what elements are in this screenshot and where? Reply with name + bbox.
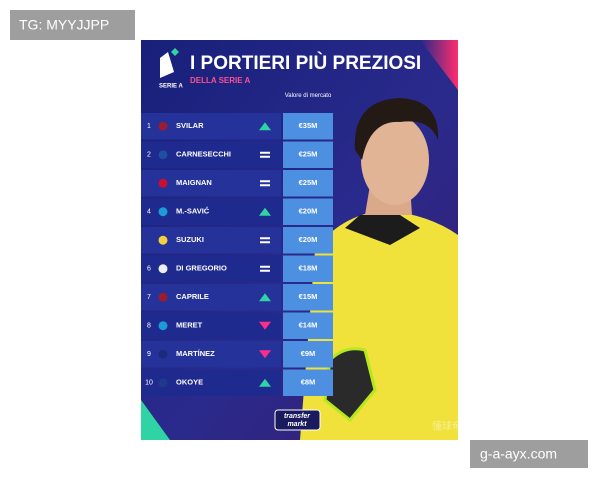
market-value: €20M bbox=[299, 235, 318, 244]
trend-down bbox=[259, 350, 271, 359]
player-name: OKOYE bbox=[176, 378, 203, 387]
value-cell bbox=[283, 170, 333, 197]
value-cell bbox=[283, 198, 333, 225]
player-face bbox=[361, 115, 429, 205]
value-cell bbox=[283, 255, 333, 282]
club-crest bbox=[158, 178, 168, 188]
market-value: €20M bbox=[299, 207, 318, 216]
club-crest bbox=[158, 292, 168, 302]
brand-top: transfer bbox=[284, 413, 311, 420]
club-crest bbox=[158, 264, 168, 274]
source-watermark: 懂球帝 bbox=[432, 420, 462, 433]
trend-same bbox=[260, 180, 270, 183]
trend-same bbox=[260, 265, 270, 268]
watermark: TG: MYYJJPP bbox=[19, 17, 109, 33]
subtitle: DELLA SERIE A bbox=[190, 76, 251, 85]
table: 1 SVILAR €35M 2 CARNESECCHI €25M MAIGNAN €25M 4 M… bbox=[141, 113, 333, 396]
value-cell bbox=[283, 113, 333, 140]
market-value: €8M bbox=[301, 378, 316, 387]
market-value: €25M bbox=[299, 178, 318, 187]
player-hair bbox=[354, 98, 439, 160]
trend-up bbox=[259, 207, 271, 216]
player-collar bbox=[345, 215, 420, 245]
rank: 4 bbox=[147, 209, 151, 216]
rank: 2 bbox=[147, 152, 151, 159]
club-crest bbox=[158, 207, 168, 217]
value-cell bbox=[283, 312, 333, 339]
serie-a-logo-dot bbox=[171, 48, 179, 56]
value-cell bbox=[283, 284, 333, 311]
accent bbox=[420, 40, 458, 90]
market-value: €9M bbox=[301, 349, 316, 358]
club-crest bbox=[158, 378, 168, 388]
accent bbox=[141, 400, 170, 440]
trend-same bbox=[260, 269, 270, 272]
trend-same bbox=[260, 155, 270, 158]
trend-same bbox=[260, 237, 270, 240]
player-name: MERET bbox=[176, 321, 203, 330]
market-value: €14M bbox=[299, 321, 318, 330]
trend-down bbox=[259, 321, 271, 330]
club-crest bbox=[158, 150, 168, 160]
trend-same bbox=[260, 151, 270, 154]
player-glove bbox=[323, 347, 377, 423]
value-cell bbox=[283, 369, 333, 396]
player-name: MARTÍNEZ bbox=[176, 349, 215, 358]
watermark: g-a-ayx.com bbox=[480, 446, 557, 462]
brand-bottom: markt bbox=[287, 421, 307, 428]
player-name: MAIGNAN bbox=[176, 178, 212, 187]
club-crest bbox=[158, 349, 168, 359]
trend-same bbox=[260, 241, 270, 244]
club-crest bbox=[158, 235, 168, 245]
logo-text: SERIE A bbox=[159, 84, 183, 90]
watermark-box bbox=[470, 440, 588, 468]
column-header-wrap: Valore di mercato bbox=[284, 93, 332, 99]
player-name: M.-SAVIĆ bbox=[176, 207, 210, 216]
title: I PORTIERI PIÙ PREZIOSI bbox=[190, 52, 421, 74]
player-name: SUZUKI bbox=[176, 235, 204, 244]
trend-same bbox=[260, 184, 270, 187]
market-value: €15M bbox=[299, 292, 318, 301]
player-name: SVILAR bbox=[176, 121, 204, 130]
brand-box bbox=[274, 409, 321, 431]
value-cell bbox=[283, 141, 333, 168]
rank: 7 bbox=[147, 294, 151, 301]
trend-up bbox=[259, 122, 271, 131]
market-value: €18M bbox=[299, 264, 318, 273]
club-crest bbox=[158, 321, 168, 331]
market-value: €25M bbox=[299, 150, 318, 159]
serie-a-logo bbox=[160, 52, 174, 78]
market-value: €35M bbox=[299, 121, 318, 130]
player-name: DI GREGORIO bbox=[176, 264, 227, 273]
rank: 6 bbox=[147, 266, 151, 273]
rank: 1 bbox=[147, 123, 151, 130]
watermark-box bbox=[10, 10, 135, 40]
player-name: CAPRILE bbox=[176, 292, 209, 301]
club-crest bbox=[158, 121, 168, 131]
rank: 9 bbox=[147, 351, 151, 358]
rank: 8 bbox=[147, 323, 151, 330]
trend-up bbox=[259, 293, 271, 302]
player-name: CARNESECCHI bbox=[176, 150, 231, 159]
value-cell bbox=[283, 341, 333, 368]
column-header: Valore di mercato bbox=[284, 93, 332, 99]
rank: 10 bbox=[145, 380, 153, 387]
trend-up bbox=[259, 378, 271, 387]
value-cell bbox=[283, 227, 333, 254]
